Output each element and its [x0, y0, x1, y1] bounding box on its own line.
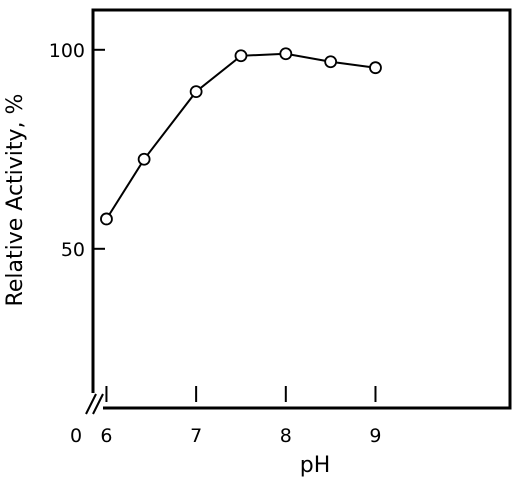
- data-point: [189, 85, 203, 98]
- data-point: [324, 55, 338, 69]
- data-point: [137, 152, 151, 166]
- x-axis-ticks: 6 7 8 9: [100, 386, 382, 447]
- x-tick-label: 7: [190, 425, 202, 447]
- x-tick-label: 8: [280, 425, 292, 447]
- data-point: [369, 61, 382, 75]
- y-axis-label: Relative Activity, %: [3, 94, 28, 307]
- axis-break-mark: [85, 393, 97, 415]
- data-point: [100, 212, 113, 226]
- data-point: [234, 49, 248, 63]
- axis-break-mark: [92, 393, 104, 415]
- x-origin-label: 0: [70, 425, 82, 447]
- series-layer: [100, 47, 382, 226]
- x-axis-label: pH: [300, 453, 331, 478]
- plot-frame: [91, 8, 512, 410]
- y-axis-ticks: 50 100: [49, 40, 105, 261]
- x-tick-label: 6: [100, 425, 112, 447]
- series-line: [105, 52, 376, 220]
- data-point: [279, 47, 293, 61]
- y-tick-label: 100: [49, 40, 85, 62]
- y-tick-label: 50: [61, 239, 85, 261]
- x-tick-label: 9: [369, 425, 381, 447]
